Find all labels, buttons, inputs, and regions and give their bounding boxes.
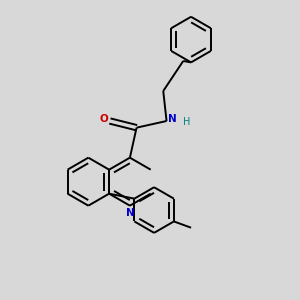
Text: N: N xyxy=(168,114,177,124)
Text: O: O xyxy=(100,114,108,124)
Text: H: H xyxy=(183,117,190,127)
Text: N: N xyxy=(125,208,134,218)
